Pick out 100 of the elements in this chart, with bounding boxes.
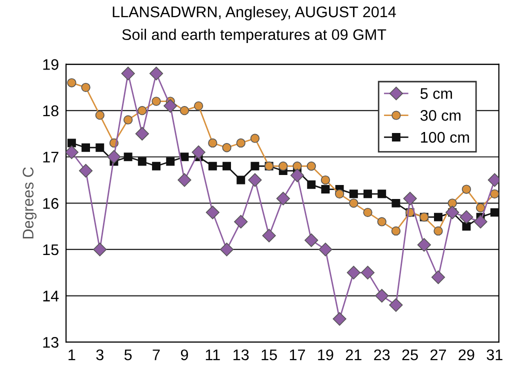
point — [236, 138, 246, 148]
y-tick-label: 13 — [43, 336, 58, 348]
legend-label: 5 cm — [420, 88, 452, 99]
point — [152, 162, 161, 170]
y-tick-label: 15 — [43, 244, 58, 256]
x-tick-label: 19 — [318, 349, 334, 360]
x-tick-label: 15 — [262, 350, 277, 360]
point — [392, 198, 400, 208]
point — [363, 208, 372, 218]
point — [349, 198, 358, 208]
point — [321, 185, 330, 194]
point — [121, 66, 135, 80]
point — [307, 180, 316, 189]
point — [67, 78, 76, 88]
point — [434, 226, 443, 236]
point — [67, 138, 76, 148]
point — [334, 189, 344, 198]
chart-subtitle: Soil and earth temperatures at 09 GMT — [122, 28, 386, 44]
x-tick-label: 11 — [206, 350, 220, 360]
point — [208, 162, 217, 170]
point — [96, 143, 104, 152]
x-tick-label: 21 — [346, 349, 362, 360]
y-tick-label: 18 — [43, 105, 58, 116]
point — [448, 198, 457, 208]
point — [378, 190, 386, 198]
x-tick-label: 29 — [458, 349, 474, 360]
point — [152, 96, 161, 106]
point — [349, 190, 358, 198]
point — [474, 214, 488, 228]
point — [82, 143, 90, 152]
point — [403, 192, 417, 206]
point — [276, 192, 290, 206]
x-tick-label: 7 — [152, 350, 160, 360]
x-tick-label: 31 — [486, 349, 502, 360]
point — [194, 101, 204, 111]
point — [304, 233, 318, 248]
point — [164, 99, 178, 113]
point — [250, 134, 260, 143]
point — [490, 208, 499, 217]
point — [192, 145, 206, 160]
point — [292, 162, 302, 171]
point — [95, 110, 104, 120]
x-tick-label: 27 — [430, 349, 446, 360]
x-tick-label: 17 — [290, 350, 305, 360]
y-tick-label: 14 — [43, 290, 59, 302]
point — [278, 162, 288, 171]
point — [417, 238, 431, 252]
point — [320, 175, 330, 185]
point — [236, 176, 246, 184]
point — [135, 126, 149, 141]
point — [248, 173, 262, 187]
point — [360, 266, 375, 280]
point — [149, 66, 164, 80]
point — [222, 162, 231, 170]
y-tick-label: 19 — [43, 59, 58, 70]
point — [318, 242, 332, 256]
point — [93, 242, 107, 256]
point — [490, 189, 499, 198]
point — [431, 270, 446, 284]
point — [389, 298, 403, 312]
x-tick-label: 13 — [234, 349, 249, 360]
legend-label: 100 cm — [421, 132, 469, 143]
y-axis-title: Degrees C — [22, 167, 37, 238]
y-tick-label: 17 — [43, 152, 58, 162]
point — [290, 168, 304, 182]
point — [234, 214, 248, 228]
point — [446, 206, 460, 220]
point — [306, 162, 316, 171]
point — [208, 138, 218, 148]
point — [220, 242, 234, 256]
x-tick-label: 1 — [68, 350, 76, 360]
point — [364, 190, 372, 198]
point — [222, 143, 232, 152]
point — [462, 184, 472, 194]
point — [81, 82, 90, 92]
point — [180, 106, 190, 116]
x-tick-label: 5 — [124, 350, 132, 360]
point — [124, 152, 132, 162]
point — [66, 145, 78, 160]
point — [166, 157, 175, 166]
point — [346, 266, 360, 280]
point — [377, 217, 386, 226]
x-tick-label: 23 — [374, 349, 390, 360]
point — [434, 212, 442, 222]
point — [180, 152, 189, 162]
point — [332, 312, 346, 326]
point — [138, 157, 146, 166]
point — [123, 115, 133, 124]
x-tick-label: 25 — [402, 349, 418, 360]
y-tick-label: 16 — [43, 198, 58, 209]
point — [476, 203, 486, 212]
point — [375, 288, 389, 303]
point — [178, 173, 192, 187]
point — [462, 222, 471, 231]
point — [250, 162, 260, 170]
point — [262, 228, 276, 242]
point — [391, 226, 401, 236]
point — [460, 210, 474, 224]
chart-title: LLANSADWRN, Anglesey, AUGUST 2014 — [112, 6, 396, 20]
x-tick-label: 3 — [96, 349, 104, 360]
